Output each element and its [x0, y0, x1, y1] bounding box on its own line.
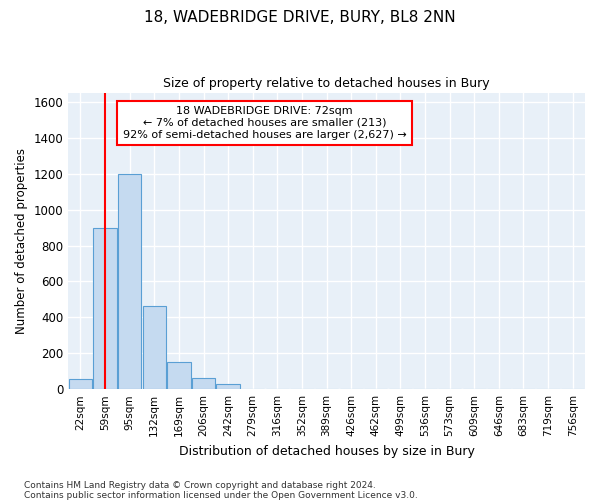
Bar — [143, 306, 166, 389]
Bar — [192, 378, 215, 389]
Text: Contains HM Land Registry data © Crown copyright and database right 2024.: Contains HM Land Registry data © Crown c… — [24, 480, 376, 490]
X-axis label: Distribution of detached houses by size in Bury: Distribution of detached houses by size … — [179, 444, 475, 458]
Bar — [69, 380, 92, 389]
Bar — [118, 174, 142, 389]
Bar — [217, 384, 240, 389]
Bar — [167, 362, 191, 389]
Text: Contains public sector information licensed under the Open Government Licence v3: Contains public sector information licen… — [24, 490, 418, 500]
Y-axis label: Number of detached properties: Number of detached properties — [15, 148, 28, 334]
Text: 18 WADEBRIDGE DRIVE: 72sqm
← 7% of detached houses are smaller (213)
92% of semi: 18 WADEBRIDGE DRIVE: 72sqm ← 7% of detac… — [122, 106, 406, 140]
Bar — [94, 228, 117, 389]
Text: 18, WADEBRIDGE DRIVE, BURY, BL8 2NN: 18, WADEBRIDGE DRIVE, BURY, BL8 2NN — [144, 10, 456, 25]
Title: Size of property relative to detached houses in Bury: Size of property relative to detached ho… — [163, 78, 490, 90]
